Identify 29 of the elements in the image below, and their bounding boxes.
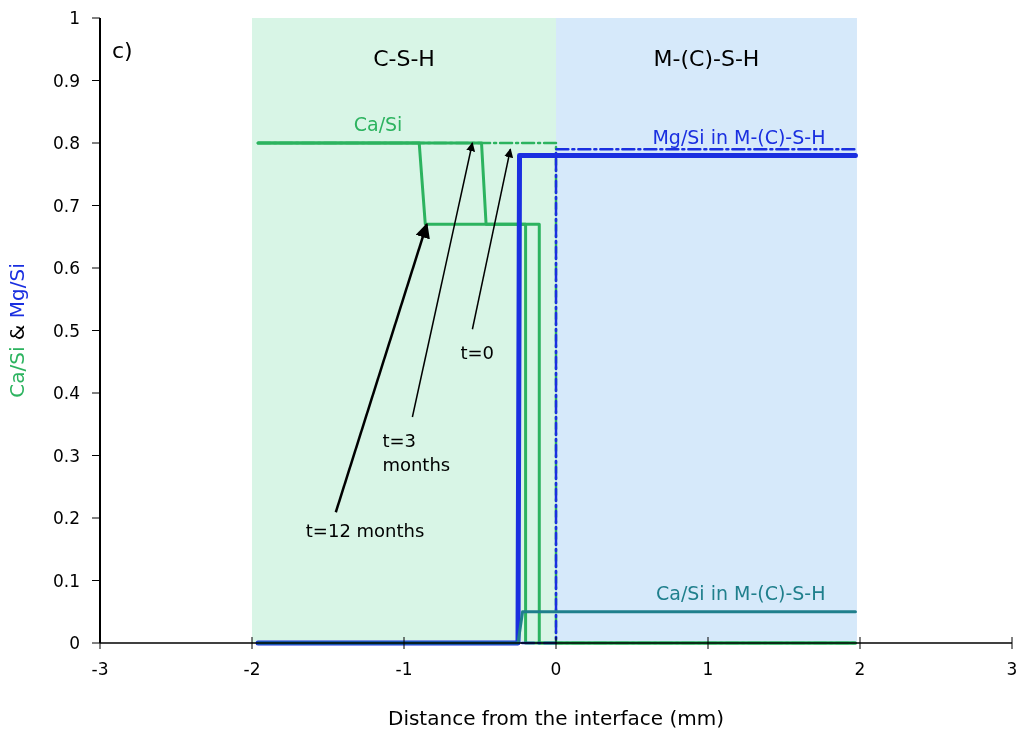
series-label: Mg/Si in M-(C)-S-H [652,125,826,148]
y-tick-label: 0.2 [52,508,80,528]
annotation: t=0 [460,342,494,364]
x-tick-label: 0 [550,659,562,679]
y-tick-label: 0.7 [52,195,80,216]
x-tick-label: 2 [854,659,866,679]
y-tick-label: 0.1 [52,570,80,591]
band-label: M-(C)-S-H [653,46,760,71]
x-tick-label: 3 [1006,659,1018,679]
series-label: Ca/Si [353,113,403,135]
y-tick-label: 0.9 [52,70,80,91]
y-tick-label: 0 [69,633,80,653]
x-tick-label: -3 [91,659,109,679]
x-tick-label: 1 [702,659,714,679]
y-tick-label: 0.5 [52,320,80,341]
y-tick-label: 0.8 [52,133,80,153]
series-label: Ca/Si in M-(C)-S-H [655,581,826,604]
x-axis-title: Distance from the interface (mm) [387,706,725,730]
annotation: t=12 months [305,520,425,542]
y-tick-label: 0.4 [52,383,80,403]
y-tick-label: 1 [69,8,80,28]
y-tick-label: 0.3 [52,445,80,466]
band-label: C-S-H [373,46,435,71]
annotation: t=3 months [382,430,451,475]
annotation: c) [112,38,133,63]
y-axis-title: Ca/Si & Mg/Si [5,263,29,398]
x-tick-label: -1 [395,659,413,679]
x-tick-label: -2 [243,659,261,679]
y-tick-label: 0.6 [52,258,80,278]
